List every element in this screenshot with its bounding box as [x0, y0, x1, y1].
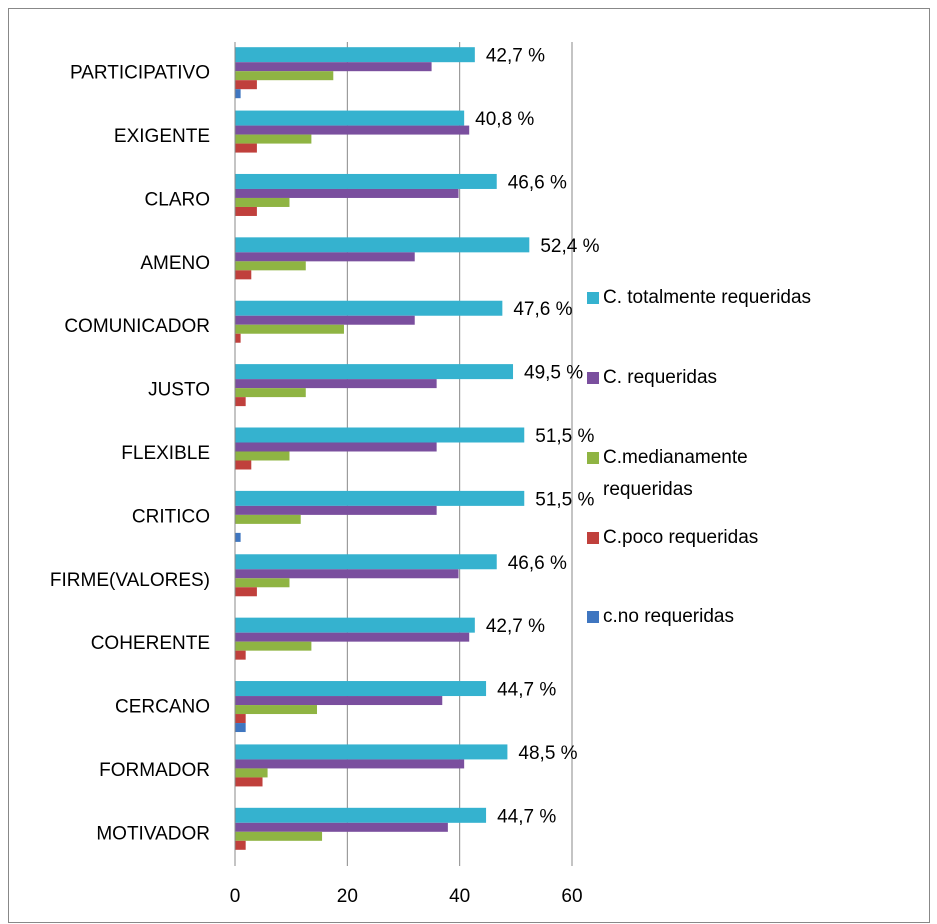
legend-swatch [587, 292, 599, 304]
data-label: 44,7 % [497, 680, 556, 701]
y-tick-label: FLEXIBLE [121, 443, 210, 464]
bar [235, 379, 437, 389]
bar [235, 632, 470, 642]
bar [235, 777, 263, 787]
bar [235, 714, 246, 724]
x-tick-label: 0 [230, 886, 241, 907]
data-label: 44,7 % [497, 806, 556, 827]
bar [235, 587, 257, 597]
data-label: 52,4 % [540, 236, 599, 257]
y-tick-label: COHERENTE [91, 633, 210, 654]
data-label: 51,5 % [535, 426, 594, 447]
bar [235, 110, 465, 126]
legend-label: C. totalmente requeridas [603, 287, 811, 308]
bar [235, 134, 312, 144]
bar [235, 364, 514, 380]
bar [235, 759, 465, 769]
legend-swatch [587, 452, 599, 464]
legend-swatch [587, 532, 599, 544]
bar [235, 768, 268, 778]
chart-frame [8, 8, 930, 923]
bar [235, 89, 241, 99]
bar [235, 62, 432, 72]
bar [235, 442, 437, 452]
bar [235, 744, 508, 760]
bar [235, 840, 246, 850]
y-tick-label: CERCANO [115, 697, 210, 718]
y-tick-label: FORMADOR [99, 760, 210, 781]
bar [235, 460, 252, 470]
bar [235, 324, 344, 334]
x-tick-label: 20 [337, 886, 358, 907]
data-label: 48,5 % [518, 743, 577, 764]
bar [235, 427, 525, 443]
legend-label: C. requeridas [603, 367, 717, 388]
y-tick-label: JUSTO [148, 380, 210, 401]
legend-label: C.poco requeridas [603, 527, 758, 548]
y-tick-label: FIRME(VALORES) [50, 570, 210, 591]
bar [235, 388, 306, 398]
bar [235, 315, 415, 325]
bar [235, 80, 257, 90]
bar [235, 807, 487, 823]
y-tick-label: CRITICO [132, 506, 210, 527]
bar [235, 270, 252, 280]
bar [235, 71, 334, 81]
bar [235, 641, 312, 651]
bar [235, 333, 241, 343]
bar [235, 252, 415, 262]
bar [235, 681, 487, 697]
bar [235, 451, 290, 461]
legend-label: c.no requeridas [603, 606, 734, 627]
bar [235, 696, 443, 706]
legend-swatch [587, 372, 599, 384]
data-label: 46,6 % [508, 172, 567, 193]
y-tick-label: AMENO [140, 253, 210, 274]
bar [235, 723, 246, 733]
bar [235, 397, 246, 407]
legend-label: C.medianamente requeridas [603, 447, 748, 500]
bar [235, 532, 241, 542]
bar [235, 554, 497, 570]
bar [235, 47, 475, 63]
data-label: 40,8 % [475, 109, 534, 130]
bar [235, 831, 323, 841]
bar [235, 300, 503, 316]
bar [235, 143, 257, 153]
data-label: 51,5 % [535, 489, 594, 510]
data-label: 49,5 % [524, 363, 583, 384]
bar [235, 173, 497, 189]
data-label: 46,6 % [508, 553, 567, 574]
y-tick-label: COMUNICADOR [64, 316, 210, 337]
bar [235, 490, 525, 506]
bar [235, 705, 318, 715]
bar [235, 514, 301, 524]
bar [235, 261, 306, 271]
bar [235, 650, 246, 660]
bar [235, 125, 470, 135]
data-label: 42,7 % [486, 616, 545, 637]
y-tick-label: CLARO [145, 189, 210, 210]
data-label: 47,6 % [513, 299, 572, 320]
bar [235, 578, 290, 588]
data-label: 42,7 % [486, 46, 545, 67]
y-tick-label: PARTICIPATIVO [70, 63, 210, 84]
bar [235, 505, 437, 515]
bar [235, 188, 459, 198]
bar [235, 237, 530, 253]
bar [235, 206, 257, 216]
bar [235, 197, 290, 207]
y-tick-label: EXIGENTE [114, 126, 210, 147]
bar [235, 569, 459, 579]
bar [235, 822, 448, 832]
x-tick-label: 40 [449, 886, 470, 907]
bar [235, 617, 475, 633]
legend-swatch [587, 611, 599, 623]
x-tick-label: 60 [561, 886, 582, 907]
y-tick-label: MOTIVADOR [96, 823, 210, 844]
